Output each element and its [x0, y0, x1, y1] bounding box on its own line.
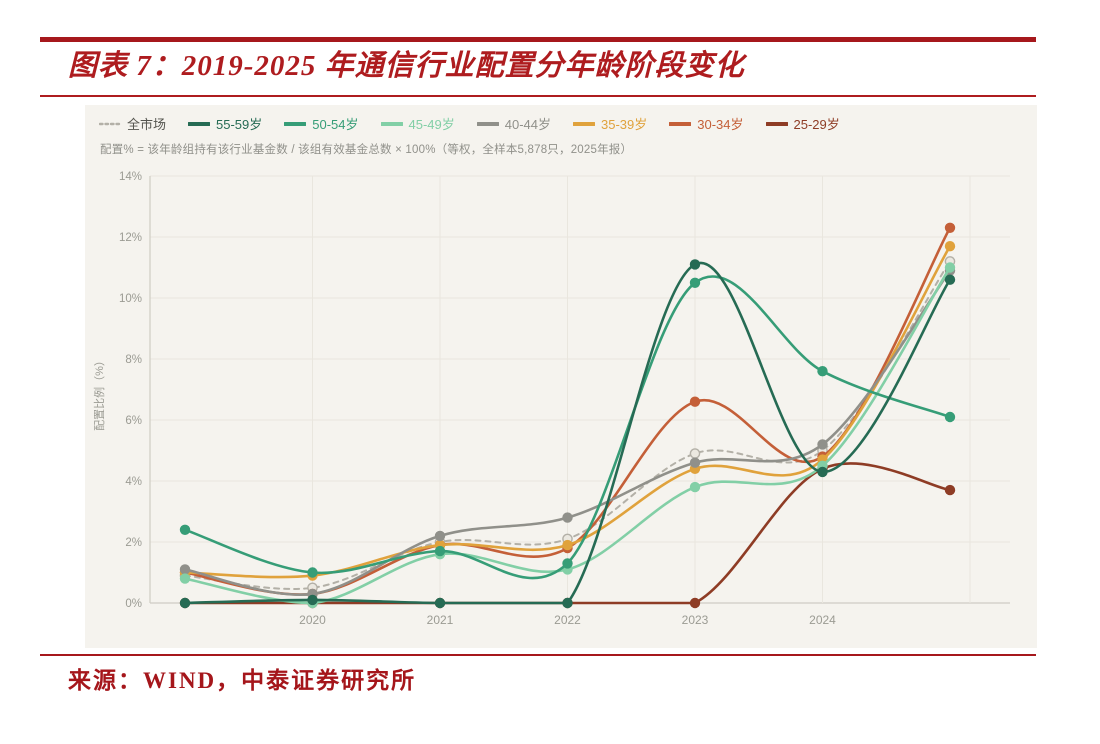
legend-item-35-39岁: 35-39岁 — [572, 114, 648, 133]
chart-legend: 全市场 55-59岁 50-54岁 45-49岁 40-44岁 35-39岁 30-34岁 2… — [98, 114, 862, 133]
series-55-59岁 — [179, 259, 956, 609]
line-chart-svg: 0% 2% 4% 6% 8% 10% 12% 14% 2020 2021 2022 2023 2024 配… — [92, 171, 1010, 627]
line-swatch-icon — [475, 121, 500, 127]
chart-subtitle: 配置% = 该年龄组持有该行业基金数 / 该组有效基金总数 × 100%（等权，… — [100, 144, 633, 156]
line-chart: 0% 2% 4% 6% 8% 10% 12% 14% 2020 2021 2022 2023 2024 配… — [85, 163, 1037, 645]
series-50-54岁 — [179, 275, 956, 580]
series-line — [183, 275, 952, 580]
data-point — [434, 530, 446, 542]
data-point — [689, 597, 701, 609]
legend-label: 55-59岁 — [216, 117, 263, 132]
data-point — [179, 564, 191, 575]
data-point — [817, 366, 828, 377]
data-point — [179, 597, 191, 609]
line-swatch-icon — [764, 121, 789, 127]
legend-item-45-49岁: 45-49岁 — [379, 114, 455, 133]
data-point — [944, 262, 956, 273]
legend-item-40-44岁: 40-44岁 — [475, 114, 552, 133]
y-tick-label: 0% — [125, 598, 142, 610]
data-point — [562, 512, 573, 523]
legend-label: 35-39岁 — [601, 117, 648, 132]
line-swatch-icon — [668, 121, 693, 127]
data-point — [817, 466, 828, 478]
legend-label: 全市场 — [127, 117, 167, 132]
legend-label: 30-34岁 — [697, 117, 744, 132]
data-point — [179, 524, 191, 535]
data-point — [434, 545, 446, 557]
y-tick-label: 8% — [125, 354, 142, 366]
data-point — [689, 457, 701, 468]
data-point — [562, 558, 573, 569]
data-point — [689, 481, 701, 493]
data-point — [307, 594, 318, 606]
y-tick-label: 14% — [119, 171, 142, 183]
line-swatch-icon — [572, 121, 597, 127]
data-point — [307, 567, 318, 578]
legend-item-50-54岁: 50-54岁 — [283, 114, 359, 133]
data-point — [944, 241, 956, 252]
y-tick-label: 10% — [119, 293, 142, 305]
x-tick-label: 2022 — [554, 613, 581, 627]
title-underline-rule — [40, 95, 1036, 97]
source-text: 来源：WIND，中泰证券研究所 — [68, 668, 417, 693]
x-tick-label: 2021 — [427, 613, 454, 627]
top-rule — [40, 37, 1036, 42]
y-tick-label: 6% — [125, 415, 142, 427]
line-swatch-icon — [379, 121, 404, 127]
data-point — [944, 274, 956, 285]
legend-item-全市场: 全市场 — [98, 114, 167, 133]
data-point — [689, 448, 701, 459]
data-point — [944, 222, 956, 233]
data-point — [689, 277, 701, 288]
data-point — [562, 597, 573, 609]
legend-label: 50-54岁 — [312, 117, 359, 132]
x-tick-label: 2023 — [682, 613, 709, 627]
series-line — [184, 260, 951, 590]
x-tick-label: 2024 — [809, 613, 836, 627]
y-axis-title: 配置比例（%） — [92, 355, 106, 431]
y-tick-label: 2% — [125, 537, 142, 549]
data-point — [944, 484, 956, 496]
figure-title: 图表 7：2019-2025 年通信行业配置分年龄阶段变化 — [68, 50, 745, 82]
y-tick-label: 4% — [125, 476, 142, 488]
legend-label: 40-44岁 — [504, 117, 552, 132]
legend-item-30-34岁: 30-34岁 — [668, 114, 744, 133]
data-point — [434, 597, 446, 609]
line-swatch-icon — [187, 121, 212, 127]
data-point — [689, 259, 701, 270]
data-point — [562, 539, 573, 551]
legend-item-25-29岁: 25-29岁 — [764, 114, 840, 133]
line-swatch-icon — [283, 121, 308, 127]
dashed-line-swatch-icon — [98, 121, 122, 127]
y-tick-label: 12% — [119, 232, 142, 244]
data-point — [179, 573, 191, 584]
chart-panel: 全市场 55-59岁 50-54岁 45-49岁 40-44岁 35-39岁 30-34岁 2… — [85, 105, 1037, 648]
legend-item-55-59岁: 55-59岁 — [187, 114, 263, 133]
legend-label: 45-49岁 — [408, 117, 455, 132]
x-tick-label: 2020 — [299, 613, 326, 627]
data-point — [689, 396, 701, 407]
data-point — [944, 411, 956, 423]
source-rule — [40, 654, 1036, 656]
data-point — [817, 439, 828, 450]
legend-label: 25-29岁 — [793, 117, 840, 132]
